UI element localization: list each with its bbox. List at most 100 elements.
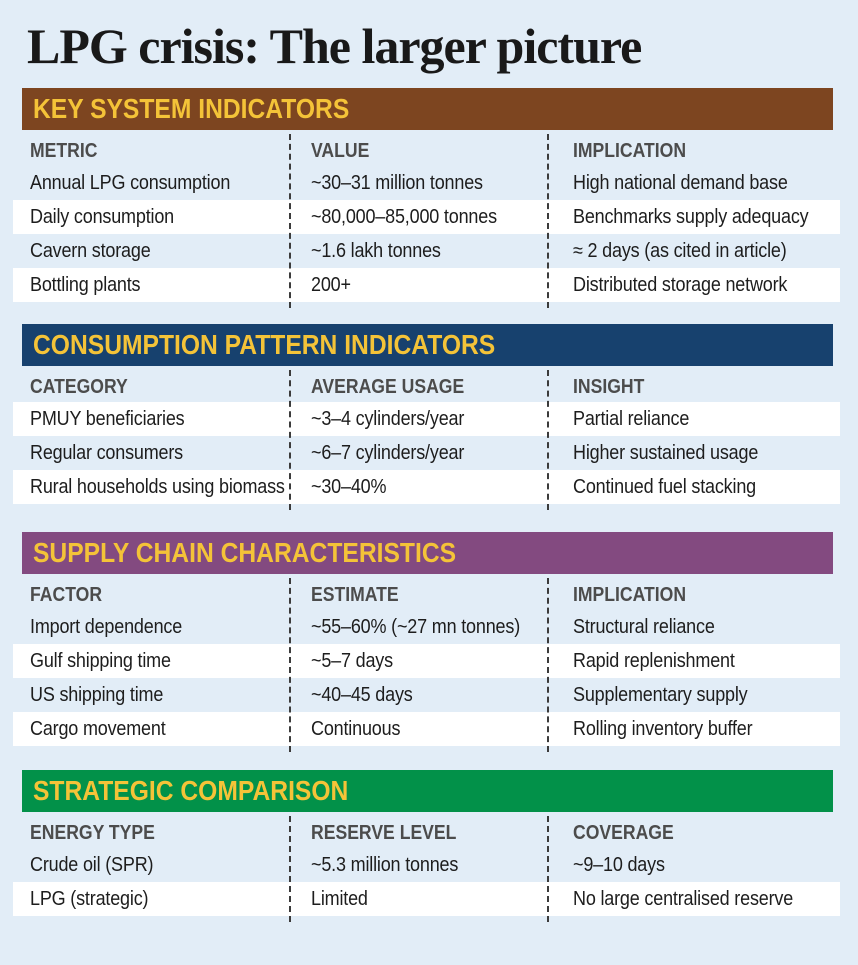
column-header: RESERVE LEVEL: [311, 821, 457, 844]
data-table: CATEGORY AVERAGE USAGE INSIGHT PMUY bene…: [13, 370, 840, 510]
cell-text: Partial reliance: [573, 407, 690, 430]
section-header-bar: SUPPLY CHAIN CHARACTERISTICS: [22, 532, 833, 574]
table-cell: Crude oil (SPR): [13, 854, 289, 877]
section-supply-chain-characteristics: SUPPLY CHAIN CHARACTERISTICS FACTOR ESTI…: [0, 532, 858, 752]
table-header-row: METRIC VALUE IMPLICATION: [13, 136, 840, 166]
cell-text: Distributed storage network: [573, 273, 788, 296]
column-header: FACTOR: [30, 583, 103, 606]
cell-text: ~5–7 days: [311, 649, 393, 672]
column-divider: [547, 134, 549, 308]
section-header-label: CONSUMPTION PATTERN INDICATORS: [33, 329, 496, 360]
column-header-cell: FACTOR: [13, 584, 289, 607]
table-cell: ~40–45 days: [289, 684, 547, 707]
table-row: Annual LPG consumption ~30–31 million to…: [13, 166, 840, 200]
data-table: METRIC VALUE IMPLICATION Annual LPG cons…: [13, 134, 840, 308]
column-header-cell: ENERGY TYPE: [13, 822, 289, 845]
column-header-cell: RESERVE LEVEL: [289, 822, 547, 845]
cell-text: Continuous: [311, 717, 401, 740]
column-header-cell: AVERAGE USAGE: [289, 376, 547, 399]
table-row: US shipping time ~40–45 days Supplementa…: [13, 678, 840, 712]
table-cell: ~80,000–85,000 tonnes: [289, 206, 547, 229]
cell-text: Import dependence: [30, 615, 183, 638]
column-header: AVERAGE USAGE: [311, 375, 465, 398]
table-cell: ~5–7 days: [289, 650, 547, 673]
table-cell: ~3–4 cylinders/year: [289, 408, 547, 431]
cell-text: ~30–31 million tonnes: [311, 171, 483, 194]
section-consumption-pattern-indicators: CONSUMPTION PATTERN INDICATORS CATEGORY …: [0, 324, 858, 510]
cell-text: ~40–45 days: [311, 683, 413, 706]
table-cell: Cargo movement: [13, 718, 289, 741]
table-row: PMUY beneficiaries ~3–4 cylinders/year P…: [13, 402, 840, 436]
cell-text: ~30–40%: [311, 475, 387, 498]
table-row: Import dependence ~55–60% (~27 mn tonnes…: [13, 610, 840, 644]
table-cell: Structural reliance: [547, 616, 840, 639]
section-header-label: STRATEGIC COMPARISON: [33, 775, 349, 806]
cell-text: High national demand base: [573, 171, 788, 194]
cell-text: Cavern storage: [30, 239, 151, 262]
table-cell: Regular consumers: [13, 442, 289, 465]
table-row: Daily consumption ~80,000–85,000 tonnes …: [13, 200, 840, 234]
table-cell: Benchmarks supply adequacy: [547, 206, 840, 229]
table-cell: 200+: [289, 274, 547, 297]
cell-text: Rapid replenishment: [573, 649, 735, 672]
column-divider: [289, 370, 291, 510]
cell-text: ~80,000–85,000 tonnes: [311, 205, 497, 228]
cell-text: Crude oil (SPR): [30, 853, 154, 876]
table-header-row: CATEGORY AVERAGE USAGE INSIGHT: [13, 372, 840, 402]
section-header-label: KEY SYSTEM INDICATORS: [33, 93, 350, 124]
cell-text: Rural households using biomass: [30, 475, 285, 498]
cell-text: ≈ 2 days (as cited in article): [573, 239, 787, 262]
table-cell: Gulf shipping time: [13, 650, 289, 673]
column-header-cell: CATEGORY: [13, 376, 289, 399]
table-cell: No large centralised reserve: [547, 888, 840, 911]
cell-text: Bottling plants: [30, 273, 141, 296]
table-row: Regular consumers ~6–7 cylinders/year Hi…: [13, 436, 840, 470]
cell-text: Regular consumers: [30, 441, 184, 464]
column-header-cell: METRIC: [13, 140, 289, 163]
cell-text: No large centralised reserve: [573, 887, 794, 910]
cell-text: ~1.6 lakh tonnes: [311, 239, 441, 262]
cell-text: ~6–7 cylinders/year: [311, 441, 465, 464]
table-cell: Limited: [289, 888, 547, 911]
data-table: ENERGY TYPE RESERVE LEVEL COVERAGE Crude…: [13, 816, 840, 922]
cell-text: Daily consumption: [30, 205, 175, 228]
cell-text: Rolling inventory buffer: [573, 717, 753, 740]
table-cell: Import dependence: [13, 616, 289, 639]
cell-text: LPG (strategic): [30, 887, 149, 910]
table-cell: Rapid replenishment: [547, 650, 840, 673]
cell-text: ~9–10 days: [573, 853, 665, 876]
cell-text: Annual LPG consumption: [30, 171, 231, 194]
column-divider: [547, 816, 549, 922]
cell-text: ~5.3 million tonnes: [311, 853, 459, 876]
cell-text: Higher sustained usage: [573, 441, 759, 464]
table-row: Gulf shipping time ~5–7 days Rapid reple…: [13, 644, 840, 678]
table-cell: Higher sustained usage: [547, 442, 840, 465]
table-row: Bottling plants 200+ Distributed storage…: [13, 268, 840, 302]
column-divider: [547, 578, 549, 752]
table-cell: ≈ 2 days (as cited in article): [547, 240, 840, 263]
table-cell: ~5.3 million tonnes: [289, 854, 547, 877]
table-header-row: FACTOR ESTIMATE IMPLICATION: [13, 580, 840, 610]
cell-text: Benchmarks supply adequacy: [573, 205, 809, 228]
column-header-cell: VALUE: [289, 140, 547, 163]
cell-text: Gulf shipping time: [30, 649, 171, 672]
column-header: ESTIMATE: [311, 583, 399, 606]
column-header-cell: ESTIMATE: [289, 584, 547, 607]
table-row: Cargo movement Continuous Rolling invent…: [13, 712, 840, 746]
section-header-bar: STRATEGIC COMPARISON: [22, 770, 833, 812]
table-row: Crude oil (SPR) ~5.3 million tonnes ~9–1…: [13, 848, 840, 882]
cell-text: 200+: [311, 273, 351, 296]
column-header-cell: IMPLICATION: [547, 584, 840, 607]
column-divider: [289, 134, 291, 308]
cell-text: Limited: [311, 887, 368, 910]
table-cell: ~9–10 days: [547, 854, 840, 877]
section-header-label: SUPPLY CHAIN CHARACTERISTICS: [33, 537, 457, 568]
table-cell: High national demand base: [547, 172, 840, 195]
table-cell: Daily consumption: [13, 206, 289, 229]
section-strategic-comparison: STRATEGIC COMPARISON ENERGY TYPE RESERVE…: [0, 770, 858, 922]
cell-text: Continued fuel stacking: [573, 475, 756, 498]
page-title: LPG crisis: The larger picture: [27, 18, 642, 74]
cell-text: PMUY beneficiaries: [30, 407, 185, 430]
table-cell: Distributed storage network: [547, 274, 840, 297]
column-header-cell: INSIGHT: [547, 376, 840, 399]
